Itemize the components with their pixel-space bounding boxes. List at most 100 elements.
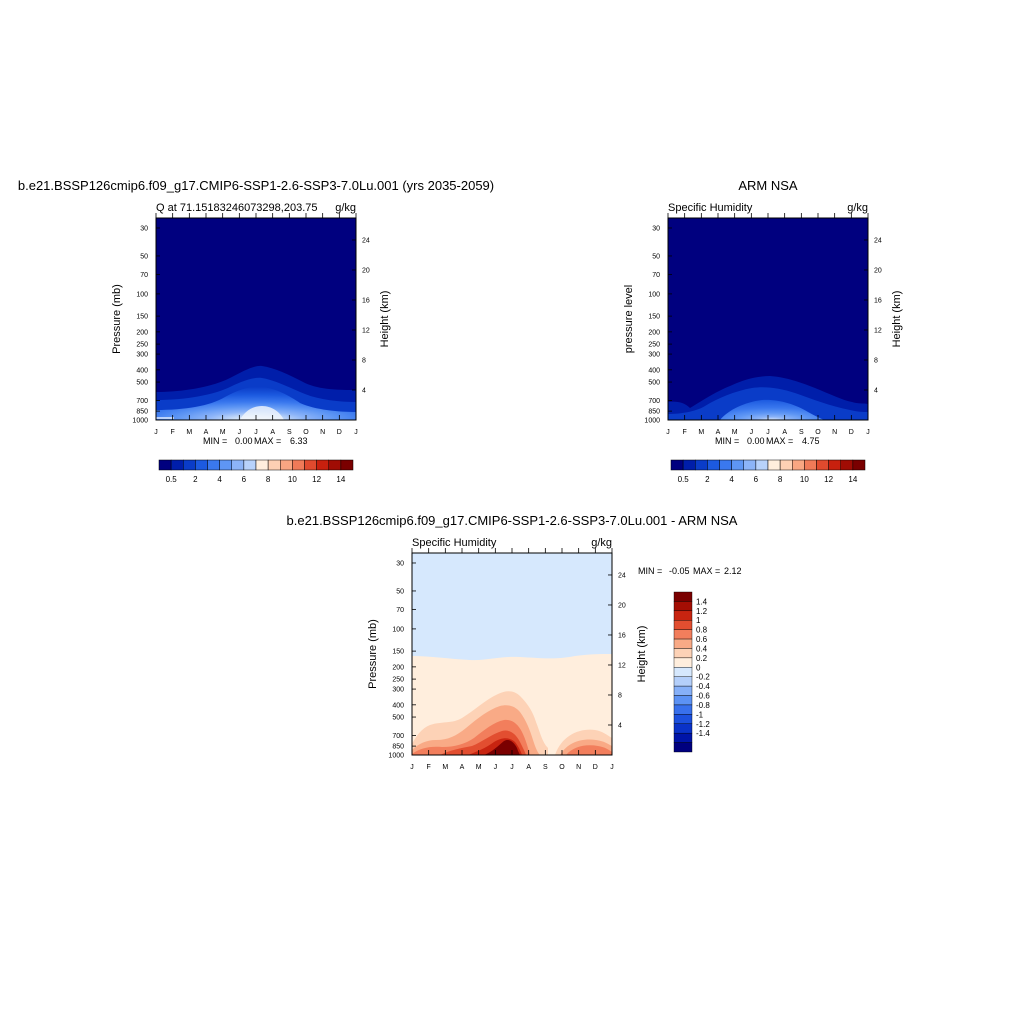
y-tick-label: 1000 — [388, 753, 404, 760]
colorbar-label: 6 — [754, 475, 759, 484]
plot-area — [411, 552, 613, 756]
colorbar-swatch — [682, 459, 696, 471]
min-label: MIN = — [715, 436, 739, 446]
colorbar-swatch — [743, 459, 757, 471]
colorbar-swatch — [804, 459, 817, 471]
max-value: 4.75 — [802, 436, 820, 446]
colorbar-swatch — [673, 685, 693, 696]
x-tick-label: D — [337, 429, 342, 436]
panel-diff: b.e21.BSSP126cmip6.f09_g17.CMIP6-SSP1-2.… — [287, 513, 742, 771]
x-tick-label: A — [526, 764, 531, 771]
colorbar-swatch — [670, 459, 684, 471]
colorbar-swatch — [267, 459, 281, 471]
x-tick-label: J — [410, 764, 414, 771]
variable-label: Q at 71.15183246073298,203.75 — [156, 202, 317, 214]
y-tick-label: 500 — [648, 380, 660, 387]
y-axis-right: 4 8 12 16 20 24 — [352, 237, 370, 394]
y2-tick-label: 20 — [618, 602, 626, 609]
x-tick-label: N — [576, 764, 581, 771]
y-tick-label: 200 — [392, 664, 404, 671]
x-tick-label: A — [270, 429, 275, 436]
colorbar-swatch — [673, 601, 693, 612]
y-axis-left: 30 50 70 100 150 200 250 300 400 500 700 850 1000 — [388, 560, 416, 760]
colorbar-label: -1.2 — [696, 720, 710, 729]
colorbar-swatch — [719, 459, 732, 471]
y-tick-label: 30 — [652, 225, 660, 232]
colorbar-swatch — [673, 657, 693, 668]
y-axis-label: Pressure (mb) — [367, 619, 379, 689]
min-value: 0.00 — [747, 436, 765, 446]
min-value: 0.00 — [235, 436, 253, 446]
x-tick-label: J — [238, 429, 242, 436]
colorbar-swatch — [707, 459, 720, 471]
y-axis-label: Pressure (mb) — [111, 284, 123, 354]
colorbar-swatch — [280, 459, 293, 471]
colorbar-swatch — [292, 459, 305, 471]
contour-band-1.4 — [484, 739, 520, 755]
y-tick-label: 700 — [136, 398, 148, 405]
y-tick-label: 250 — [392, 677, 404, 684]
y2-tick-label: 12 — [874, 327, 882, 334]
colorbar-label: 14 — [336, 475, 345, 484]
colorbar-swatch — [755, 459, 769, 471]
colorbar-label: 10 — [288, 475, 297, 484]
x-tick-label: J — [494, 764, 498, 771]
y-tick-label: 250 — [648, 342, 660, 349]
max-label: MAX = — [254, 436, 281, 446]
colorbar-swatch — [316, 459, 329, 471]
colorbar-swatch — [673, 704, 693, 715]
colorbar-swatch — [828, 459, 841, 471]
plot-area — [667, 217, 869, 421]
y-tick-label: 100 — [648, 291, 660, 298]
colorbar-swatch — [816, 459, 829, 471]
colorbar-swatch — [673, 695, 693, 706]
colorbar-swatch — [673, 620, 693, 630]
units-label: g/kg — [335, 202, 356, 214]
y-tick-label: 500 — [136, 380, 148, 387]
x-tick-label: S — [799, 429, 804, 436]
colorbar-label: 1.2 — [696, 607, 708, 616]
colorbar-swatch — [673, 676, 693, 687]
colorbar-swatch — [673, 667, 693, 677]
colorbar-label: 8 — [266, 475, 271, 484]
x-tick-label: D — [849, 429, 854, 436]
minmax-text: MIN = -0.05 MAX = 2.12 — [638, 566, 742, 576]
colorbar-label: -0.4 — [696, 682, 710, 691]
y-axis-right: 4 8 12 16 20 24 — [608, 572, 626, 729]
x-tick-label: F — [683, 429, 687, 436]
colorbar-swatch — [158, 459, 172, 471]
x-tick-label: M — [186, 429, 192, 436]
x-tick-label: D — [593, 764, 598, 771]
colorbar-swatch — [673, 629, 693, 640]
colorbar-label: 1.4 — [696, 597, 708, 606]
colorbar-label: 0.4 — [696, 644, 708, 653]
colorbar-label: -0.2 — [696, 673, 710, 682]
y2-tick-label: 16 — [618, 632, 626, 639]
panel-obs: ARM NSA Specific Humidity g/kg 305070100… — [623, 178, 903, 484]
y2-tick-label: 16 — [362, 297, 370, 304]
colorbar-label: 2 — [193, 475, 198, 484]
colorbar-label: 2 — [705, 475, 710, 484]
min-label: MIN = — [638, 566, 662, 576]
y2-tick-label: 24 — [618, 572, 626, 579]
y2-axis-label: Height (km) — [891, 291, 903, 348]
y-tick-label: 70 — [140, 272, 148, 279]
colorbar-swatch — [304, 459, 317, 471]
y2-tick-label: 8 — [362, 357, 366, 364]
colorbar-swatch — [231, 459, 245, 471]
colorbar-swatch — [731, 459, 744, 471]
y-axis-label: pressure level — [623, 285, 635, 353]
colorbar-swatch — [673, 610, 693, 621]
colorbar-label: 12 — [312, 475, 321, 484]
y-tick-label: 850 — [648, 409, 660, 416]
y-tick-label: 400 — [136, 367, 148, 374]
colorbar-label: 0.2 — [696, 654, 708, 663]
x-tick-label: J — [866, 429, 870, 436]
colorbar-swatch — [183, 459, 196, 471]
colorbar-label: 0 — [696, 663, 701, 672]
y2-tick-label: 8 — [874, 357, 878, 364]
x-tick-label: O — [559, 764, 565, 771]
